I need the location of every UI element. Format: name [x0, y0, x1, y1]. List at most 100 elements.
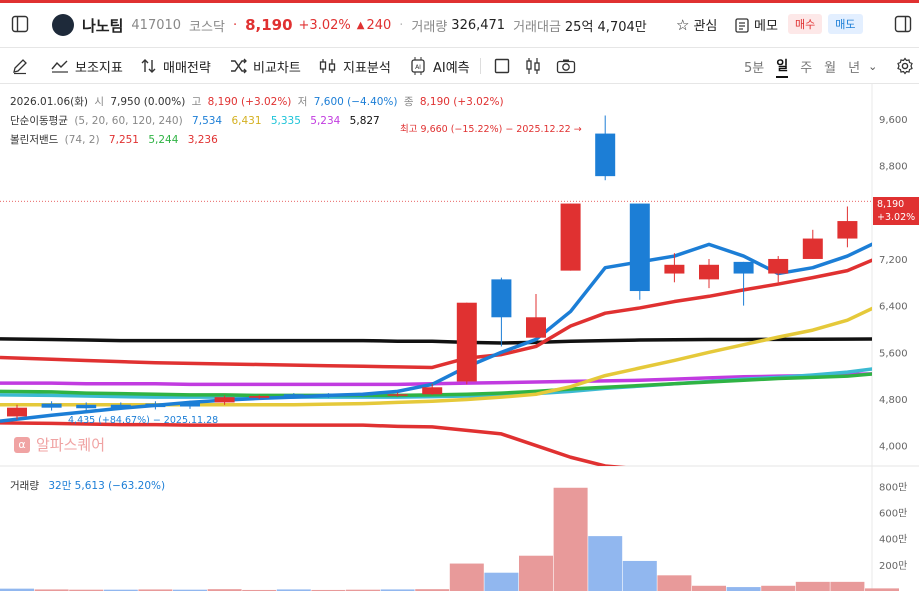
volume-bar	[726, 587, 761, 591]
candle-body	[110, 404, 131, 408]
settings-button[interactable]	[895, 56, 915, 76]
price-tick-label: 9,600	[879, 115, 908, 126]
period-5min-tab[interactable]: 5분	[744, 60, 765, 76]
right-panel-toggle-icon[interactable]	[893, 14, 913, 34]
candle-body	[768, 258, 789, 274]
gear-icon	[897, 57, 913, 75]
memo-button[interactable]: 메모	[735, 15, 778, 34]
compare-label: 비교차트	[253, 60, 301, 76]
dot-separator: ·	[399, 17, 404, 33]
legend-close: 8,190 (+3.02%)	[419, 96, 504, 108]
price-chart[interactable]: 9,6008,8008,0007,2006,4005,6004,8004,000…	[0, 84, 919, 591]
ma-legend-label: 단순이동평균	[10, 115, 68, 127]
price-tick-label: 5,600	[879, 348, 908, 359]
bb-legend[interactable]: 볼린저밴드 (74, 2) 7,251 5,244 3,236	[10, 132, 221, 147]
buy-button[interactable]: 매수	[788, 14, 823, 34]
period-year-tab[interactable]: 년	[848, 60, 861, 76]
volume-bar	[795, 581, 830, 591]
strategy-button[interactable]: 매매전략	[140, 48, 211, 84]
ai-chip-icon: AI	[411, 57, 425, 75]
legend-open: 7,950 (0.00%)	[110, 96, 186, 108]
up-triangle-icon: ▲	[356, 19, 365, 31]
current-price: 8,190	[245, 16, 293, 34]
candle-body	[249, 396, 270, 398]
candle-body	[456, 302, 477, 382]
price-tick-label: 8,800	[879, 162, 908, 173]
strategy-icon	[141, 59, 156, 73]
bb-lower-value: 3,236	[187, 134, 218, 146]
ai-predict-button[interactable]: AI AI예측	[408, 48, 470, 84]
ohlc-legend: 2026.01.06(화) 시 7,950 (0.00%) 고 8,190 (+…	[10, 94, 507, 109]
chart-type-button[interactable]	[524, 48, 547, 84]
bb-legend-params: (74, 2)	[64, 134, 100, 146]
volume-bars	[0, 487, 899, 591]
alphasquare-logo-icon: α	[14, 436, 30, 453]
candles-icon	[319, 59, 336, 73]
analysis-button[interactable]: 지표분석	[318, 48, 391, 84]
volume-bar	[380, 589, 415, 591]
candle-body	[353, 393, 373, 396]
high-annotation-text: 최고 9,660 (−15.22%) − 2025.12.22	[400, 124, 571, 135]
sidebar-toggle-icon[interactable]	[10, 14, 30, 34]
volume-legend-value: 32만 5,613 (−63.20%)	[48, 480, 166, 492]
bb-legend-label: 볼린저밴드	[10, 134, 59, 146]
candles	[7, 115, 858, 420]
arrow-right-icon: →	[573, 124, 582, 135]
volume-label: 거래량	[411, 19, 448, 35]
chevron-down-icon[interactable]: ⌄	[868, 59, 878, 73]
draw-tool-button[interactable]	[11, 48, 34, 84]
toolbar-divider	[480, 58, 481, 74]
period-month-tab[interactable]: 월	[824, 60, 837, 76]
favorite-label: 관심	[693, 19, 718, 34]
shuffle-icon	[231, 58, 247, 74]
volume-bar	[588, 536, 623, 591]
volume-bar	[34, 589, 69, 591]
volume-bar	[415, 589, 450, 591]
indicator-icon	[51, 60, 68, 73]
indicator-button[interactable]: 보조지표	[50, 48, 123, 84]
volume-bar	[346, 589, 380, 591]
current-price-tag: 8,190 +3.02%	[873, 197, 919, 225]
memo-label: 메모	[754, 19, 778, 34]
svg-text:AI: AI	[415, 64, 421, 71]
volume-bar	[69, 589, 104, 591]
candle-body	[7, 407, 27, 417]
candle-body	[318, 394, 339, 397]
ma120-value: 5,234	[310, 115, 341, 127]
ma-legend[interactable]: 단순이동평균 (5, 20, 60, 120, 240) 7,534 6,431…	[10, 113, 383, 128]
candle-body	[664, 264, 685, 274]
volume-bar	[449, 563, 484, 591]
sell-button[interactable]: 매도	[828, 14, 863, 34]
volume-bar	[761, 585, 796, 591]
trade-value: 25억 4,704만	[564, 19, 647, 35]
volume-bar	[276, 589, 311, 591]
bb-mid-value: 5,244	[148, 134, 179, 146]
current-price-tag-change: +3.02%	[877, 212, 916, 223]
bollinger-upper-line	[0, 258, 872, 370]
volume-tick-label: 600만	[879, 508, 907, 520]
compare-button[interactable]: 비교차트	[230, 48, 301, 84]
price-tick-label: 4,800	[879, 395, 908, 406]
volume-bar	[692, 585, 726, 591]
volume-bar	[553, 487, 588, 591]
current-price-tag-value: 8,190	[877, 199, 905, 210]
legend-low-label: 저	[297, 96, 308, 108]
square-icon	[494, 58, 510, 74]
volume-legend[interactable]: 거래량 32만 5,613 (−63.20%)	[10, 478, 168, 493]
candle-body	[145, 403, 166, 408]
layout-square-button[interactable]	[494, 48, 515, 84]
chart-area[interactable]: 9,6008,8008,0007,2006,4005,6004,8004,000…	[0, 84, 919, 591]
period-week-tab[interactable]: 주	[800, 60, 813, 76]
volume-bar	[173, 589, 207, 591]
period-day-tab[interactable]: 일	[776, 55, 789, 78]
ma5-value: 7,534	[192, 115, 223, 127]
legend-date: 2026.01.06(화)	[10, 96, 88, 108]
screenshot-button[interactable]	[556, 48, 581, 84]
candle-body	[802, 238, 823, 259]
change-percent: +3.02%	[298, 17, 351, 33]
indicator-label: 보조지표	[75, 60, 123, 76]
candle-body	[76, 404, 97, 409]
favorite-button[interactable]: ☆ 관심	[676, 15, 718, 35]
stock-name: 나노팀	[82, 16, 124, 35]
stock-title-group: 나노팀 417010 코스닥 · 8,190 +3.02% ▲ 240 · 거래…	[52, 14, 647, 36]
